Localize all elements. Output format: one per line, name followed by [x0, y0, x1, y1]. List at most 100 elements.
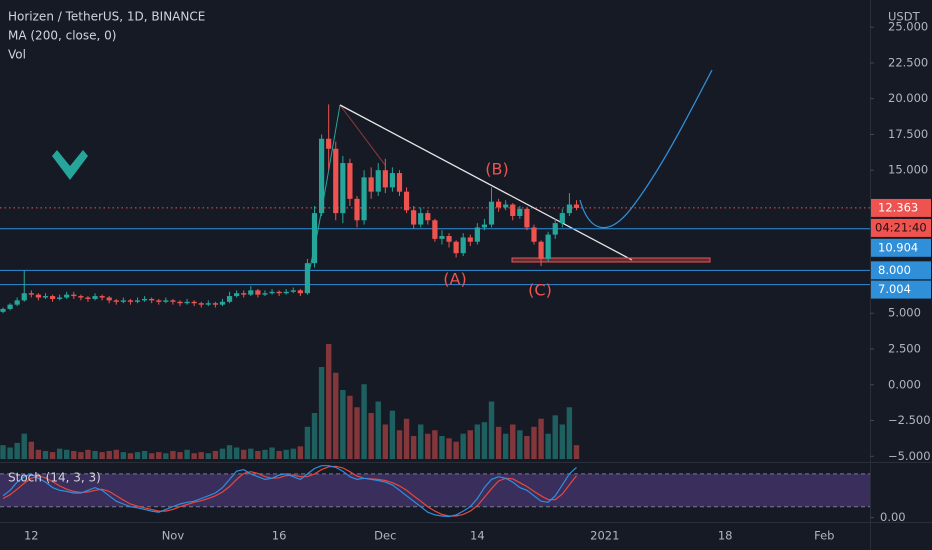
candle-body: [142, 298, 148, 301]
candle-body: [425, 213, 431, 221]
volume-bar: [297, 446, 304, 459]
candle-body: [460, 237, 466, 254]
candle-body: [42, 296, 49, 298]
volume-bar: [446, 438, 452, 459]
volume-bar: [347, 395, 353, 459]
candle-body: [488, 201, 495, 225]
volume-bar: [311, 413, 318, 459]
volume-bar: [453, 441, 459, 459]
volume-bar: [191, 453, 197, 459]
arrow-down: [52, 150, 88, 180]
volume-bar: [226, 445, 233, 459]
volume-bar: [396, 430, 403, 459]
x-tick-label: 14: [470, 529, 485, 543]
volume-bar: [99, 452, 105, 459]
stoch-line: [2, 465, 577, 518]
volume-bar: [432, 430, 438, 459]
candle-body: [177, 301, 183, 304]
level-tag: [871, 261, 931, 280]
volume-bar: [510, 424, 516, 459]
candle-body: [234, 293, 240, 297]
volume-bar: [212, 450, 219, 459]
candle-body: [439, 236, 445, 239]
volume-bar: [134, 452, 141, 459]
candle-body: [64, 294, 70, 298]
candle-body: [163, 300, 169, 302]
volume-bar: [375, 401, 381, 459]
candle-body: [566, 204, 572, 214]
candle-body: [255, 290, 261, 295]
volume-bar: [233, 447, 240, 459]
candle-body: [71, 294, 77, 297]
candle-body: [311, 213, 318, 264]
volume-bar: [35, 449, 42, 459]
volume-bar: [361, 384, 367, 459]
candle-body: [382, 170, 388, 188]
candle-body: [35, 294, 41, 298]
volume-bar: [64, 449, 70, 459]
y-tick-label: 2.500: [888, 342, 921, 356]
volume-bar: [120, 452, 127, 459]
candle-body: [7, 304, 13, 309]
y-tick-label: 0.00: [880, 510, 906, 524]
volume-bar: [333, 372, 339, 459]
volume-bar: [488, 401, 495, 459]
wave-line: [339, 104, 386, 166]
candle-body: [545, 234, 551, 259]
volume-bar: [290, 448, 296, 459]
candle-body: [0, 308, 6, 312]
candle-body: [333, 148, 339, 214]
candle-body: [134, 300, 141, 302]
candle-body: [92, 296, 98, 299]
candle-body: [212, 303, 218, 305]
y-tick-label: 17.500: [888, 127, 928, 141]
candle-body: [347, 163, 353, 199]
volume-bar: [71, 450, 77, 459]
volume-bar: [262, 449, 268, 459]
countdown-tag: [871, 218, 931, 237]
volume-bar: [7, 447, 13, 459]
candle-body: [49, 296, 56, 299]
candle-body: [106, 297, 112, 301]
volume-bar: [113, 449, 119, 459]
volume-bar: [559, 424, 566, 459]
candle-body: [304, 263, 311, 294]
support-zone: [511, 257, 711, 263]
volume-bar: [382, 424, 389, 459]
candle-body: [120, 300, 126, 302]
candle-body: [21, 293, 27, 301]
candle-body: [283, 291, 289, 294]
candle-body: [57, 297, 63, 299]
projection-curve: [579, 69, 713, 229]
volume-bar: [474, 424, 481, 459]
candle-body: [184, 301, 190, 304]
volume-bar: [439, 436, 445, 459]
volume-bar: [538, 418, 544, 459]
candle-body: [396, 173, 403, 192]
y-tick-label: 15.000: [888, 163, 928, 177]
candle-body: [326, 138, 332, 149]
last-price-tag: [871, 198, 931, 217]
volume-bar: [163, 453, 169, 459]
volume-bar: [495, 426, 502, 459]
candle-body: [510, 204, 516, 216]
trendline: [339, 104, 633, 261]
volume-bar: [566, 407, 573, 459]
x-tick-label: Nov: [162, 529, 185, 543]
volume-bar: [0, 445, 6, 459]
candle-body: [559, 213, 565, 224]
level-tag: [871, 238, 931, 257]
volume-bar: [524, 436, 530, 459]
candle-body: [219, 301, 226, 305]
price-pane: (A) (B) (C): [0, 69, 870, 459]
level-tag-label: 8.000: [878, 263, 911, 277]
candle-body: [411, 210, 417, 225]
candle-body: [403, 191, 410, 211]
volume-bar: [170, 450, 176, 459]
volume-bar: [21, 433, 27, 459]
volume-bar: [531, 426, 537, 459]
candle-body: [474, 227, 480, 242]
volume-bar: [425, 433, 431, 459]
